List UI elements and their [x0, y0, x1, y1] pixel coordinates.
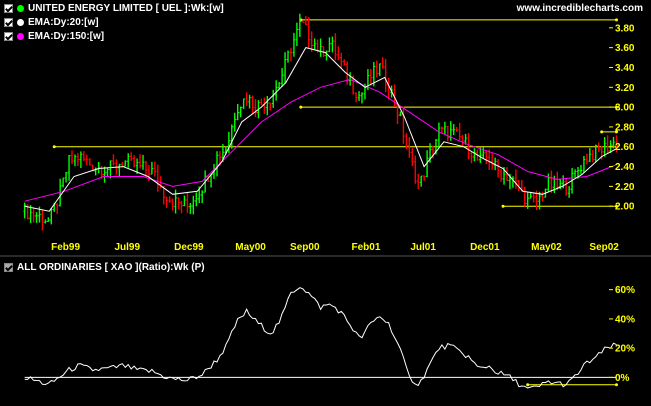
x-tick-label: Feb01 — [351, 242, 380, 253]
price-y-tick-label: 3.60 — [615, 43, 635, 54]
price-y-tick-label: 2.00 — [615, 202, 635, 213]
price-level-endpoint — [614, 204, 618, 208]
legend-ratio[interactable]: ALL ORDINARIES [ XAO ](Ratio):Wk (P) — [4, 261, 205, 274]
ema20-line — [24, 47, 617, 212]
ratio-panel: 0% 20% 40% 60% — [24, 285, 635, 389]
legend-ratio-label: ALL ORDINARIES [ XAO ](Ratio):Wk (P) — [17, 262, 205, 273]
legend-ema150[interactable]: EMA:Dy:150:[w] — [4, 30, 104, 43]
price-level-endpoint — [52, 145, 56, 149]
x-tick-label: Sep02 — [589, 242, 619, 253]
price-y-tick-label: 3.00 — [615, 103, 635, 114]
legend-ema20[interactable]: EMA:Dy:20:[w] — [4, 16, 99, 29]
ratio-level-endpoint — [526, 383, 530, 387]
ratio-y-tick-label: 0% — [615, 373, 630, 384]
x-tick-label: Dec01 — [470, 242, 500, 253]
price-level-endpoint — [600, 130, 604, 134]
legend-ema150-label: EMA:Dy:150:[w] — [28, 31, 105, 42]
ratio-line — [24, 287, 617, 389]
legend-price-checkbox[interactable] — [4, 4, 13, 13]
price-y-tick-label: 3.40 — [615, 63, 635, 74]
price-level-endpoint — [501, 204, 505, 208]
legend-ema150-dot — [17, 33, 24, 40]
price-y-tick-label: 2.80 — [615, 122, 635, 133]
ema150-line — [24, 78, 617, 202]
ratio-y-tick-label: 60% — [615, 285, 635, 296]
x-tick-label: Jul99 — [114, 242, 140, 253]
x-tick-label: Sep00 — [290, 242, 320, 253]
x-tick-label: Feb99 — [51, 242, 80, 253]
legend-ema20-checkbox[interactable] — [4, 18, 13, 27]
ratio-level-endpoint — [614, 383, 618, 387]
legend-ema20-label: EMA:Dy:20:[w] — [28, 17, 99, 28]
legend-ema150-checkbox[interactable] — [4, 32, 13, 41]
legend-ratio-checkbox[interactable] — [4, 263, 13, 272]
price-level-endpoint — [614, 105, 618, 109]
legend-price-dot — [17, 5, 24, 12]
price-y-tick-label: 2.60 — [615, 142, 635, 153]
site-watermark: www.incrediblecharts.com — [516, 3, 643, 14]
x-tick-label: May02 — [531, 242, 562, 253]
price-y-tick-label: 3.80 — [615, 23, 635, 34]
x-tick-label: May00 — [235, 242, 266, 253]
price-y-tick-label: 2.40 — [615, 162, 635, 173]
legend-price[interactable]: UNITED ENERGY LIMITED [ UEL ]:Wk:[w] — [4, 2, 224, 15]
x-tick-label: Dec99 — [174, 242, 204, 253]
legend-ema20-dot — [17, 19, 24, 26]
x-tick-label: Jul01 — [410, 242, 436, 253]
price-level-endpoint — [614, 18, 618, 22]
price-level-endpoint — [299, 105, 303, 109]
price-panel: 2.00 2.20 2.40 2.60 2.80 3.00 3.20 3.40 3.60 3.80… — [0, 13, 651, 257]
price-y-tick-label: 2.20 — [615, 182, 635, 193]
price-y-tick-label: 3.20 — [615, 83, 635, 94]
ratio-y-tick-label: 40% — [615, 314, 635, 325]
legend-price-label: UNITED ENERGY LIMITED [ UEL ]:Wk:[w] — [28, 3, 224, 14]
price-level-endpoint — [614, 130, 618, 134]
ratio-y-tick-label: 20% — [615, 344, 635, 355]
